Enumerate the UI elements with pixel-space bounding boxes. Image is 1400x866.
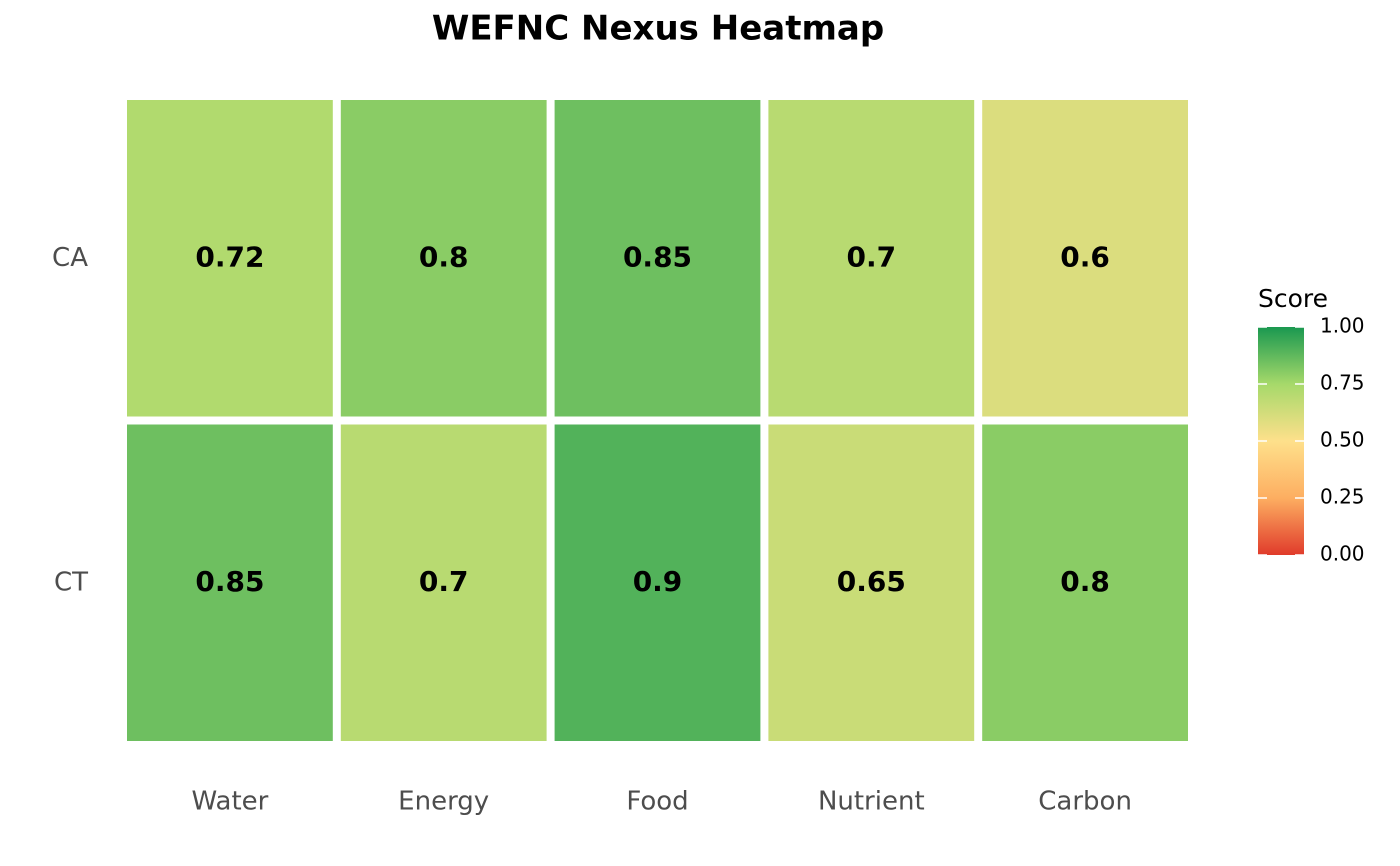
heatmap-cell: [768, 100, 975, 417]
colorbar-tick-label: 1.00: [1320, 314, 1365, 338]
colorbar-tick-label: 0.50: [1320, 428, 1365, 452]
heatmap-cell: [127, 424, 333, 741]
chart-title: WEFNC Nexus Heatmap: [432, 9, 884, 49]
x-tick-label: Food: [626, 787, 688, 817]
cell-label: 0.7: [846, 240, 896, 273]
heatmap-cell: [554, 100, 761, 417]
cell-label: 0.72: [195, 240, 264, 273]
legend-title: Score: [1258, 284, 1328, 313]
colorbar-tick-label: 0.25: [1320, 485, 1365, 509]
colorbar-tick-label: 0.75: [1320, 371, 1365, 395]
heatmap-cell: [982, 100, 1188, 417]
cell-label: 0.8: [1060, 565, 1110, 598]
cell-label: 0.65: [837, 565, 906, 598]
cell-label: 0.85: [623, 240, 692, 273]
cell-label: 0.9: [633, 565, 683, 598]
y-tick-label: CA: [52, 243, 88, 273]
heatmap-cell: [554, 424, 761, 741]
x-tick-label: Water: [191, 787, 268, 817]
heatmap-cell: [768, 424, 975, 741]
cell-label: 0.7: [419, 565, 469, 598]
x-tick-label: Energy: [398, 787, 489, 817]
x-tick-label: Nutrient: [818, 787, 925, 817]
cell-label: 0.8: [419, 240, 469, 273]
cell-label: 0.85: [195, 565, 264, 598]
colorbar-tick-label: 0.00: [1320, 542, 1365, 566]
heatmap-cell: [340, 100, 547, 417]
heatmap-cell: [982, 424, 1188, 741]
cell-label: 0.6: [1060, 240, 1110, 273]
heatmap-cell: [127, 100, 333, 417]
heatmap-cell: [340, 424, 547, 741]
x-tick-label: Carbon: [1038, 787, 1132, 817]
y-tick-label: CT: [54, 567, 88, 597]
